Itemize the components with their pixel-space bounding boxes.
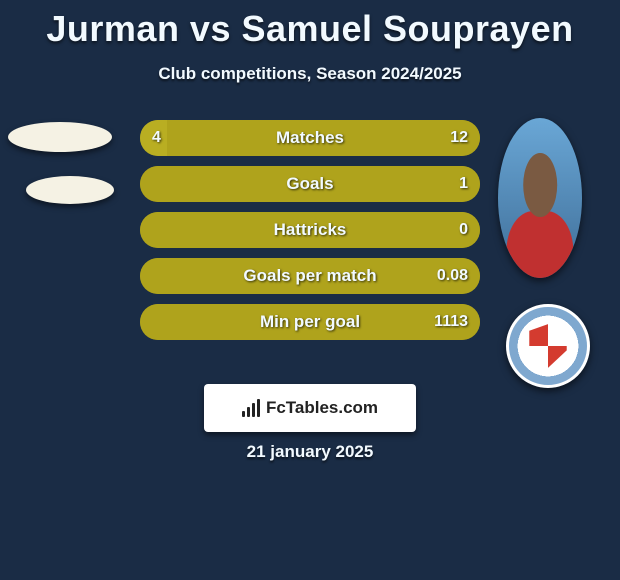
player-right-club-badge xyxy=(506,304,590,388)
chart-icon xyxy=(242,399,260,417)
date-text: 21 january 2025 xyxy=(0,442,620,462)
bar-row: Goals1 xyxy=(140,166,480,202)
bar-value-right: 12 xyxy=(450,129,468,147)
subtitle: Club competitions, Season 2024/2025 xyxy=(0,64,620,84)
page-title: Jurman vs Samuel Souprayen xyxy=(0,0,620,50)
bar-label: Matches xyxy=(140,128,480,148)
bar-value-right: 0 xyxy=(459,221,468,239)
bar-row: Goals per match0.08 xyxy=(140,258,480,294)
bar-label: Goals xyxy=(140,174,480,194)
comparison-chart: Matches4 12 Goals1 Hattricks0 Goals per matc… xyxy=(140,120,480,350)
bar-row: Matches4 12 xyxy=(140,120,480,156)
player-right-photo xyxy=(498,118,582,278)
bar-value-right: 1113 xyxy=(434,313,468,331)
branding-logo: FcTables.com xyxy=(204,384,416,432)
bar-value-right: 0.08 xyxy=(437,267,468,285)
bar-label: Goals per match xyxy=(140,266,480,286)
bar-row: Hattricks0 xyxy=(140,212,480,248)
branding-text: FcTables.com xyxy=(266,398,378,418)
bar-label: Hattricks xyxy=(140,220,480,240)
club-shield-icon xyxy=(529,324,566,368)
bar-value-left: 4 xyxy=(152,129,161,147)
bar-row: Min per goal1113 xyxy=(140,304,480,340)
bar-value-right: 1 xyxy=(459,175,468,193)
bar-label: Min per goal xyxy=(140,312,480,332)
player-left-placeholder-ellipse-1 xyxy=(8,122,112,152)
player-left-placeholder-ellipse-2 xyxy=(26,176,114,204)
